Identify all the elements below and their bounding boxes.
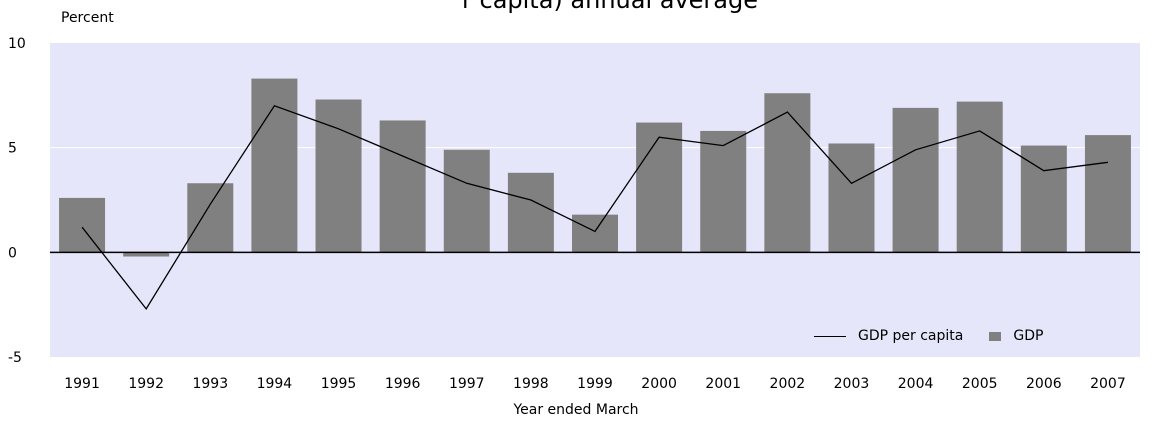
bar-gdp [315, 99, 362, 253]
bar-gdp [187, 183, 234, 253]
bar-gdp [59, 197, 106, 253]
bar-gdp [956, 101, 1003, 253]
x-tick-label: 1995 [321, 376, 357, 392]
bar-gdp [1020, 145, 1067, 253]
bar-gdp [123, 252, 170, 257]
x-tick-label: 2004 [898, 376, 934, 392]
x-tick-label: 1993 [192, 376, 228, 392]
y-tick-label: 5 [8, 141, 17, 157]
x-tick-label: 2001 [705, 376, 741, 392]
bar-gdp [636, 122, 683, 253]
legend-bar-swatch [989, 331, 1002, 341]
x-tick-label: 2006 [1026, 376, 1062, 392]
y-tick-label: 10 [8, 36, 26, 52]
bar-gdp [251, 78, 298, 253]
y-tick-label: 0 [8, 245, 17, 261]
y-tick-label: -5 [8, 350, 22, 366]
x-tick-label: 1994 [257, 376, 293, 392]
x-tick-label: 2002 [770, 376, 806, 392]
bar-gdp [764, 93, 811, 253]
bar-gdp [828, 143, 875, 253]
x-tick-label: 2005 [962, 376, 998, 392]
legend: GDP per capita GDP [814, 328, 1043, 344]
bar-gdp [572, 214, 618, 253]
x-tick-label: 1992 [128, 376, 164, 392]
line-gdp-per-capita [81, 105, 1108, 311]
bar-gdp [379, 120, 426, 253]
legend-label-gdp: GDP [1013, 328, 1044, 344]
x-tick-label: 1997 [449, 376, 485, 392]
x-tick-label: 1998 [513, 376, 549, 392]
bar-gdp [507, 172, 554, 253]
x-tick-label: 1999 [577, 376, 613, 392]
bar-gdp [1084, 135, 1131, 253]
x-tick-label: 1996 [385, 376, 421, 392]
bar-gdp [700, 130, 747, 253]
legend-line-swatch [814, 335, 846, 337]
x-axis-label: Year ended March [513, 402, 639, 418]
bar-gdp [892, 107, 939, 253]
y-axis-label: Percent [61, 10, 114, 26]
x-tick-label: 2007 [1090, 376, 1126, 392]
legend-label-gdp-per-capita: GDP per capita [858, 328, 964, 344]
x-tick-label: 1991 [64, 376, 100, 392]
bar-gdp [443, 149, 490, 253]
chart-title: r capita) annual average [462, 0, 759, 14]
x-tick-label: 2000 [641, 376, 677, 392]
x-tick-label: 2003 [834, 376, 870, 392]
